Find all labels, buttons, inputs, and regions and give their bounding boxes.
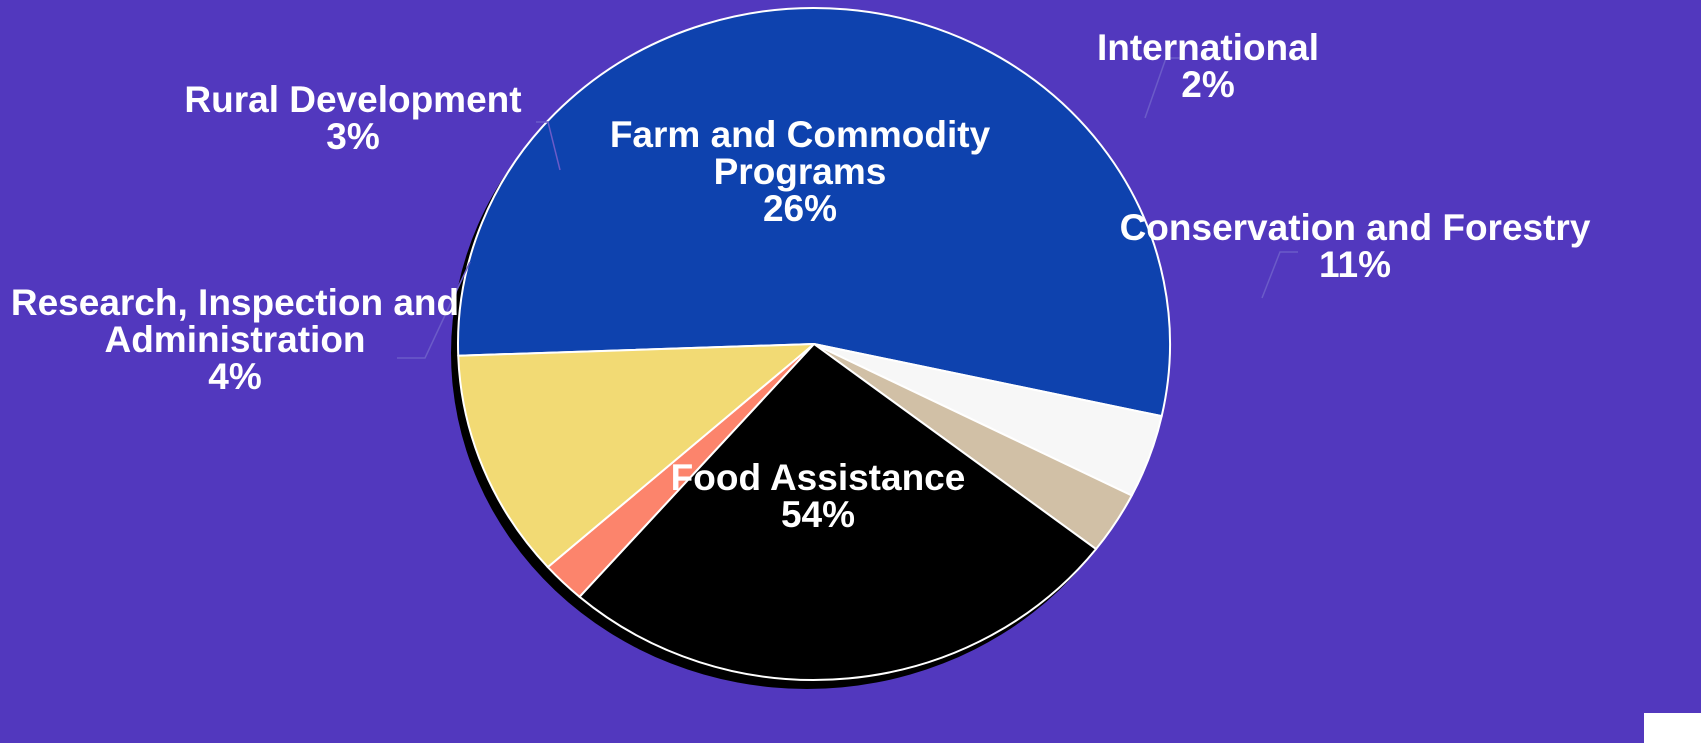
slice-percent-label: 54% bbox=[781, 494, 855, 535]
slice-name-label: International bbox=[1097, 27, 1319, 68]
leader-line bbox=[1144, 57, 1180, 119]
slice-percent-label: 3% bbox=[326, 116, 379, 157]
pie-slice bbox=[457, 7, 1172, 418]
slice-label: Food Assistance 54% bbox=[671, 457, 966, 535]
slice-label: Conservation and Forestry 11% bbox=[1120, 207, 1591, 285]
slice-percent-label: 26% bbox=[763, 188, 837, 229]
pie-slice bbox=[578, 343, 1098, 681]
slice-name-label: Rural Development bbox=[184, 79, 521, 120]
slice-name-label: Food Assistance bbox=[671, 457, 966, 498]
slice-percent-label: 2% bbox=[1181, 64, 1234, 105]
leader-line bbox=[536, 121, 561, 171]
corner-box bbox=[1644, 713, 1701, 743]
leader-line bbox=[1261, 251, 1298, 299]
slice-label: Farm and Commodity Programs 26% bbox=[610, 114, 991, 229]
slice-name-label: Research, Inspection and bbox=[11, 282, 459, 323]
slice-percent-label: 4% bbox=[208, 356, 261, 397]
slice-label: Research, Inspection and Administration 4% bbox=[11, 282, 459, 397]
pie-slice bbox=[457, 343, 815, 569]
slice-name-label: Conservation and Forestry bbox=[1120, 207, 1591, 248]
slice-label: Rural Development 3% bbox=[184, 79, 521, 157]
slice-label: International 2% bbox=[1097, 27, 1319, 105]
slice-name-label: Administration bbox=[104, 319, 365, 360]
slice-name-label: Programs bbox=[714, 151, 887, 192]
leader-line bbox=[397, 261, 471, 359]
slice-percent-label: 11% bbox=[1319, 244, 1391, 285]
slice-name-label: Farm and Commodity bbox=[610, 114, 991, 155]
